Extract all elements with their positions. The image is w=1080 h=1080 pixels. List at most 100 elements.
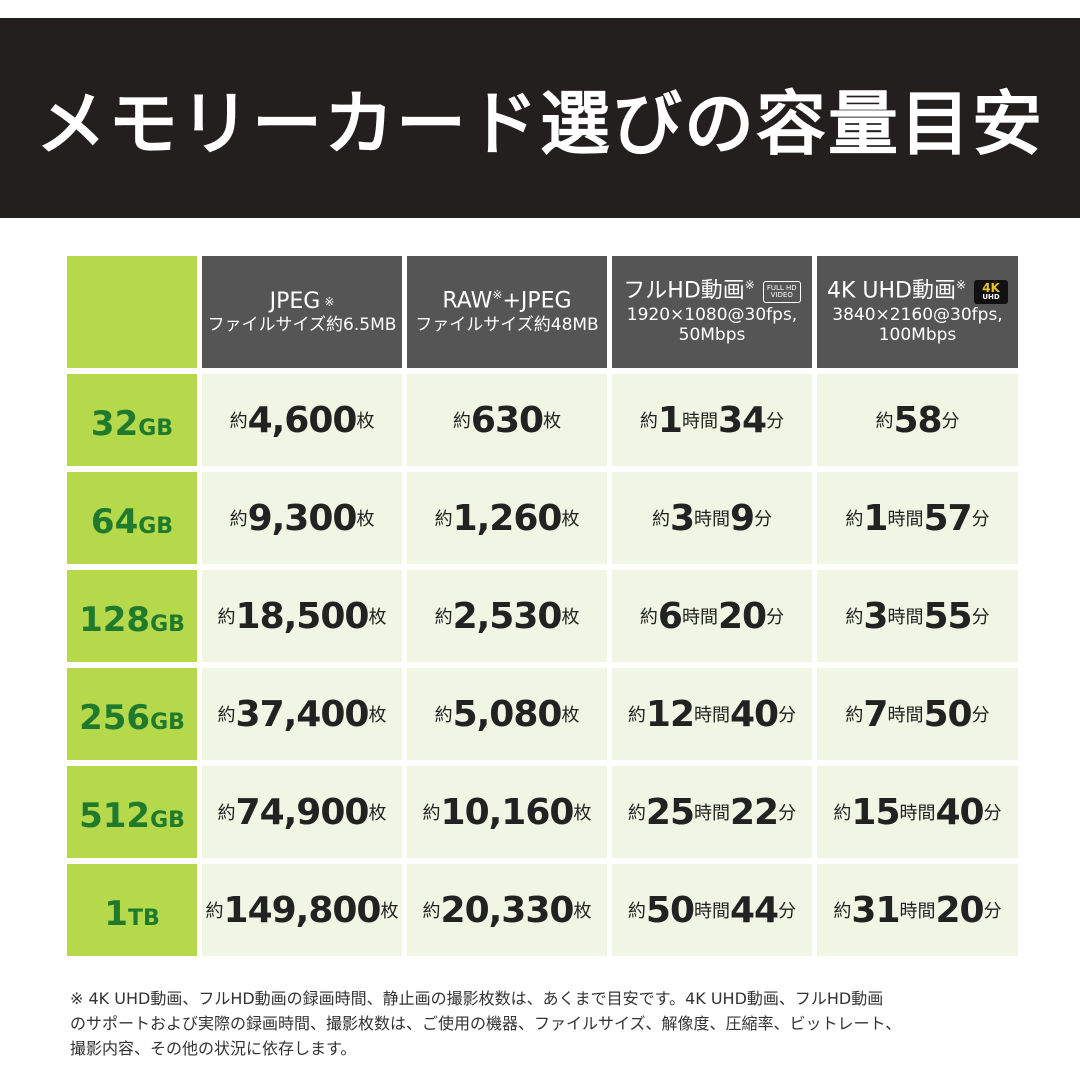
capacity-cell: 64 GB xyxy=(67,472,197,564)
uhd-time-cell: 約 58 分 xyxy=(817,374,1018,466)
hours-label: 時間 xyxy=(694,509,730,530)
header-raw-jpeg: RAW※+JPEG ファイルサイズ約48MB xyxy=(407,256,607,368)
sheets-label: 枚 xyxy=(380,901,399,922)
sheets-label: 枚 xyxy=(368,607,387,628)
hours-value: 15 xyxy=(851,791,900,833)
capacity-number: 64 xyxy=(90,502,139,542)
table-corner xyxy=(67,256,197,368)
minutes-label: 分 xyxy=(778,803,797,824)
header-raw-label: RAW xyxy=(442,288,493,314)
header-jpeg-label: JPEG xyxy=(269,288,321,314)
approx-label: 約 xyxy=(845,607,864,628)
minutes-label: 分 xyxy=(766,607,785,628)
sheets-label: 枚 xyxy=(561,705,580,726)
minutes-value: 22 xyxy=(730,791,779,833)
sheets-label: 枚 xyxy=(543,411,562,432)
title-bar: メモリーカード選びの容量目安 xyxy=(0,18,1080,218)
sheets-label: 枚 xyxy=(356,411,375,432)
minutes-label: 分 xyxy=(983,901,1002,922)
approx-label: 約 xyxy=(875,411,894,432)
fullhd-time-cell: 約 25 時間 22 分 xyxy=(612,766,812,858)
minutes-value: 57 xyxy=(923,497,972,539)
capacity-unit: TB xyxy=(127,906,160,931)
header-fullhd-label: フルHD動画 xyxy=(623,278,745,304)
hours-value: 3 xyxy=(863,595,888,637)
approx-label: 約 xyxy=(434,705,453,726)
footnote-line: のサポートおよび実際の録画時間、撮影枚数は、ご使用の機器、ファイルサイズ、解像度… xyxy=(70,1014,902,1033)
hours-label: 時間 xyxy=(694,705,730,726)
page-title: メモリーカード選びの容量目安 xyxy=(36,82,1044,165)
uhd-time-cell: 約 3 時間 55 分 xyxy=(817,570,1018,662)
capacity-cell: 32 GB xyxy=(67,374,197,466)
hours-label: 時間 xyxy=(681,411,718,432)
header-4k-bitrate: 100Mbps xyxy=(878,325,957,346)
jpeg-count-cell: 約 4,600 枚 xyxy=(202,374,402,466)
shot-count: 37,400 xyxy=(235,693,370,735)
fullhd-time-cell: 約 6 時間 20 分 xyxy=(612,570,812,662)
footnote-line: ※ 4K UHD動画、フルHD動画の録画時間、静止画の撮影枚数は、あくまで目安で… xyxy=(70,989,884,1008)
approx-label: 約 xyxy=(627,803,646,824)
minutes-label: 分 xyxy=(766,411,785,432)
minutes-label: 分 xyxy=(778,705,797,726)
approx-label: 約 xyxy=(639,607,658,628)
hours-value: 3 xyxy=(669,497,695,539)
approx-label: 約 xyxy=(845,509,864,530)
minutes-value: 20 xyxy=(935,889,985,931)
shot-count: 1,260 xyxy=(452,497,563,539)
shot-count: 630 xyxy=(470,399,544,441)
sheets-label: 枚 xyxy=(561,607,580,628)
hours-label: 時間 xyxy=(694,803,730,824)
approx-label: 約 xyxy=(627,901,646,922)
jpeg-count-cell: 約 74,900 枚 xyxy=(202,766,402,858)
uhd-time-cell: 約 7 時間 50 分 xyxy=(817,668,1018,760)
approx-label: 約 xyxy=(217,705,236,726)
full-hd-video-icon: FULL HD VIDEO xyxy=(762,280,801,303)
header-4k-label: 4K UHD動画 xyxy=(826,278,956,304)
approx-label: 約 xyxy=(422,803,441,824)
jpeg-count-cell: 約 18,500 枚 xyxy=(202,570,402,662)
shot-count: 5,080 xyxy=(452,693,563,735)
raw-count-cell: 約 1,260 枚 xyxy=(407,472,607,564)
approx-label: 約 xyxy=(434,607,453,628)
hours-label: 時間 xyxy=(694,901,730,922)
hours-value: 7 xyxy=(863,693,888,735)
shot-count: 2,530 xyxy=(452,595,563,637)
minutes-label: 分 xyxy=(971,509,990,530)
capacity-unit: GB xyxy=(138,416,174,441)
capacity-number: 128 xyxy=(79,600,151,640)
hours-value: 25 xyxy=(645,791,695,833)
sheets-label: 枚 xyxy=(573,901,592,922)
jpeg-count-cell: 約 9,300 枚 xyxy=(202,472,402,564)
header-raw-sub: ファイルサイズ約48MB xyxy=(415,315,599,336)
minutes-value: 40 xyxy=(935,791,985,833)
approx-label: 約 xyxy=(452,411,471,432)
header-fullhd: フルHD動画※ FULL HD VIDEO 1920×1080@30fps, 5… xyxy=(612,256,812,368)
header-jpeg: JPEG ※ ファイルサイズ約6.5MB xyxy=(202,256,402,368)
approx-label: 約 xyxy=(422,901,441,922)
fullhd-time-cell: 約 3 時間 9 分 xyxy=(612,472,812,564)
hours-value: 1 xyxy=(863,497,888,539)
minutes-label: 分 xyxy=(754,509,773,530)
sheets-label: 枚 xyxy=(368,803,387,824)
header-jpeg-sub: ファイルサイズ約6.5MB xyxy=(207,315,397,335)
capacity-cell: 512 GB xyxy=(67,766,197,858)
fullhd-time-cell: 約 1 時間 34 分 xyxy=(612,374,812,466)
minutes-label: 分 xyxy=(778,901,797,922)
note-mark: ※ xyxy=(744,278,755,293)
capacity-number: 32 xyxy=(90,404,139,444)
hours-label: 時間 xyxy=(681,607,718,628)
shot-count: 74,900 xyxy=(235,791,370,833)
minutes-value: 44 xyxy=(730,889,779,931)
hours-value: 6 xyxy=(657,595,683,637)
uhd-time-cell: 約 1 時間 57 分 xyxy=(817,472,1018,564)
minutes-label: 分 xyxy=(971,607,990,628)
header-fullhd-bitrate: 50Mbps xyxy=(678,325,746,346)
shot-count: 20,330 xyxy=(440,889,575,931)
header-4k-spec: 3840×2160@30fps, xyxy=(832,304,1003,325)
sheets-label: 枚 xyxy=(573,803,592,824)
hours-label: 時間 xyxy=(887,607,924,628)
capacity-unit: GB xyxy=(138,514,174,539)
capacity-unit: GB xyxy=(150,808,185,833)
fullhd-time-cell: 約 50 時間 44 分 xyxy=(612,864,812,956)
note-mark: ※ xyxy=(492,288,503,303)
